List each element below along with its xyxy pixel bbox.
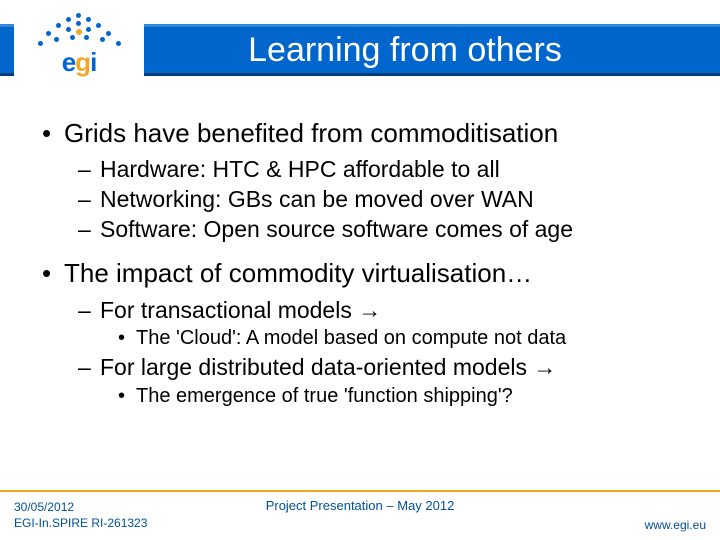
footer-reference: EGI-In.SPIRE RI-261323 (14, 516, 147, 532)
logo-dots-icon (24, 11, 134, 49)
logo-text: egi (62, 47, 97, 78)
footer-center: Project Presentation – May 2012 (0, 498, 720, 513)
bullet-level3: The emergence of true 'function shipping… (38, 383, 682, 409)
bullet-level2: Hardware: HTC & HPC affordable to all (38, 155, 682, 184)
bullet-level1: The impact of commodity virtualisation… (38, 258, 682, 289)
bullet-level2: Networking: GBs can be moved over WAN (38, 185, 682, 214)
footer-url: www.egi.eu (645, 518, 706, 532)
slide-footer: 30/05/2012 EGI-In.SPIRE RI-261323 Projec… (0, 490, 720, 540)
bullet-level2: Software: Open source software comes of … (38, 215, 682, 244)
bullet-level2: For transactional models → (38, 296, 682, 325)
egi-logo: egi (14, 6, 144, 78)
bullet-level2: For large distributed data-oriented mode… (38, 353, 682, 382)
slide-content: Grids have benefited from commoditisatio… (0, 90, 720, 409)
bullet-level1: Grids have benefited from commoditisatio… (38, 118, 682, 149)
footer-divider (0, 490, 720, 492)
slide-header: Learning from others egi (0, 0, 720, 90)
bullet-level3: The 'Cloud': A model based on compute no… (38, 325, 682, 351)
